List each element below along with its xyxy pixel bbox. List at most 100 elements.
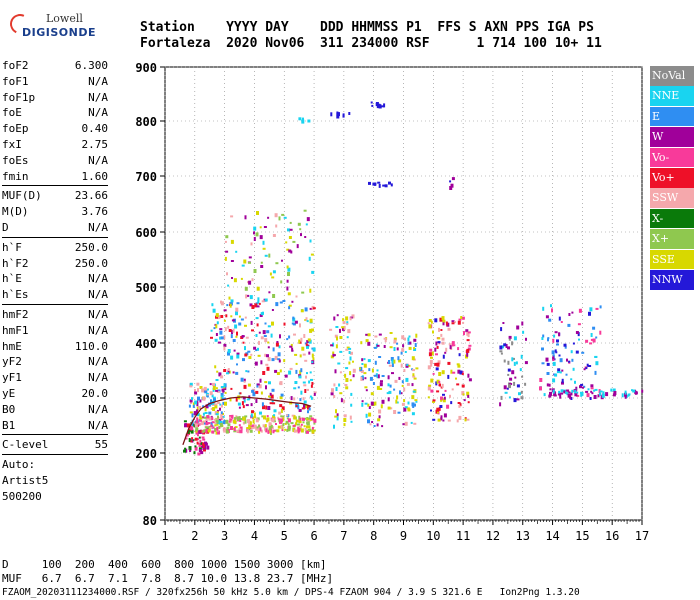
param-name: hmF1 xyxy=(2,323,29,337)
echo-point xyxy=(224,256,227,261)
echo-point xyxy=(567,393,571,398)
echo-point xyxy=(276,429,280,433)
echo-point xyxy=(191,397,193,401)
echo-point xyxy=(285,241,288,244)
echo-point xyxy=(370,392,374,396)
echo-point xyxy=(249,421,252,426)
echo-point xyxy=(260,336,264,340)
echo-point xyxy=(432,399,436,402)
echo-point xyxy=(198,436,201,439)
echo-point xyxy=(235,397,238,402)
echo-point xyxy=(393,388,396,391)
echo-point xyxy=(202,412,205,416)
echo-point xyxy=(207,402,211,407)
echo-point xyxy=(244,316,247,319)
echo-point xyxy=(428,352,432,357)
echo-point xyxy=(369,376,373,381)
param-row: B0 N/A xyxy=(2,402,108,418)
echo-point xyxy=(368,412,372,417)
echo-point xyxy=(560,389,564,393)
echo-point xyxy=(402,344,405,348)
echo-point xyxy=(367,359,371,363)
echo-point xyxy=(231,427,235,430)
echo-point xyxy=(192,404,195,408)
echo-point xyxy=(213,418,216,421)
echo-point xyxy=(196,420,199,425)
echo-point xyxy=(266,366,270,371)
echo-point xyxy=(373,346,377,349)
echo-point xyxy=(311,418,315,421)
echo-point xyxy=(192,439,195,442)
echo-point xyxy=(298,339,301,344)
echo-point xyxy=(253,237,256,241)
echo-point xyxy=(452,371,456,374)
echo-point xyxy=(388,364,392,367)
echo-point xyxy=(253,412,256,417)
echo-point xyxy=(548,394,552,398)
digisonde-logo: Lowell DIGISONDE xyxy=(7,10,128,40)
echo-point xyxy=(564,345,567,349)
echo-point xyxy=(413,377,417,380)
echo-point xyxy=(553,334,556,338)
echo-point xyxy=(295,419,299,423)
echo-point xyxy=(459,403,462,407)
echo-point xyxy=(443,396,446,400)
echo-point xyxy=(300,428,304,433)
echo-point xyxy=(413,403,416,407)
echo-point xyxy=(438,342,441,345)
echo-point xyxy=(210,424,213,428)
echo-point xyxy=(221,388,225,392)
echo-point xyxy=(364,386,368,389)
echo-point xyxy=(440,399,443,402)
echo-point xyxy=(210,399,212,402)
echo-point xyxy=(296,423,300,426)
echo-point xyxy=(232,371,235,374)
echo-point xyxy=(196,441,199,445)
echo-point xyxy=(401,384,404,387)
x-tick-label: 8 xyxy=(370,529,377,543)
echo-point xyxy=(244,286,248,291)
echo-point xyxy=(411,395,415,400)
echo-point xyxy=(265,418,268,421)
echo-point xyxy=(218,372,222,377)
echo-point xyxy=(442,322,445,326)
echo-point xyxy=(342,327,345,331)
echo-point xyxy=(244,353,248,357)
echo-point xyxy=(278,359,281,363)
legend-item: W xyxy=(650,127,694,147)
echo-point xyxy=(204,407,207,412)
echo-point xyxy=(346,323,349,326)
echo-point xyxy=(194,391,198,395)
legend-item: X- xyxy=(650,208,694,229)
echo-point xyxy=(503,343,507,347)
y-tick-label: 400 xyxy=(135,337,157,351)
echo-point xyxy=(300,423,303,426)
echo-point xyxy=(228,370,231,374)
echo-point xyxy=(379,388,383,390)
echo-point xyxy=(221,397,225,400)
echo-point xyxy=(430,378,434,383)
echo-point xyxy=(393,410,397,414)
echo-point xyxy=(432,418,436,421)
echo-point xyxy=(287,425,291,430)
echo-point xyxy=(294,320,298,324)
echo-point xyxy=(205,404,209,409)
echo-point xyxy=(263,335,267,337)
echo-point xyxy=(427,386,431,391)
echo-point xyxy=(257,354,261,357)
echo-point xyxy=(227,284,230,287)
echo-point xyxy=(451,388,454,391)
echo-point xyxy=(262,424,266,428)
echo-point xyxy=(230,387,233,390)
param-value: N/A xyxy=(88,418,108,432)
echo-point xyxy=(413,422,417,425)
echo-point xyxy=(199,399,202,403)
echo-point xyxy=(235,311,238,316)
echo-point xyxy=(280,393,284,397)
param-value: 3.76 xyxy=(81,205,109,219)
echo-point xyxy=(520,390,523,394)
echo-point xyxy=(256,286,260,291)
echo-point xyxy=(196,409,199,412)
echo-point xyxy=(220,386,224,388)
echo-point xyxy=(304,319,307,321)
